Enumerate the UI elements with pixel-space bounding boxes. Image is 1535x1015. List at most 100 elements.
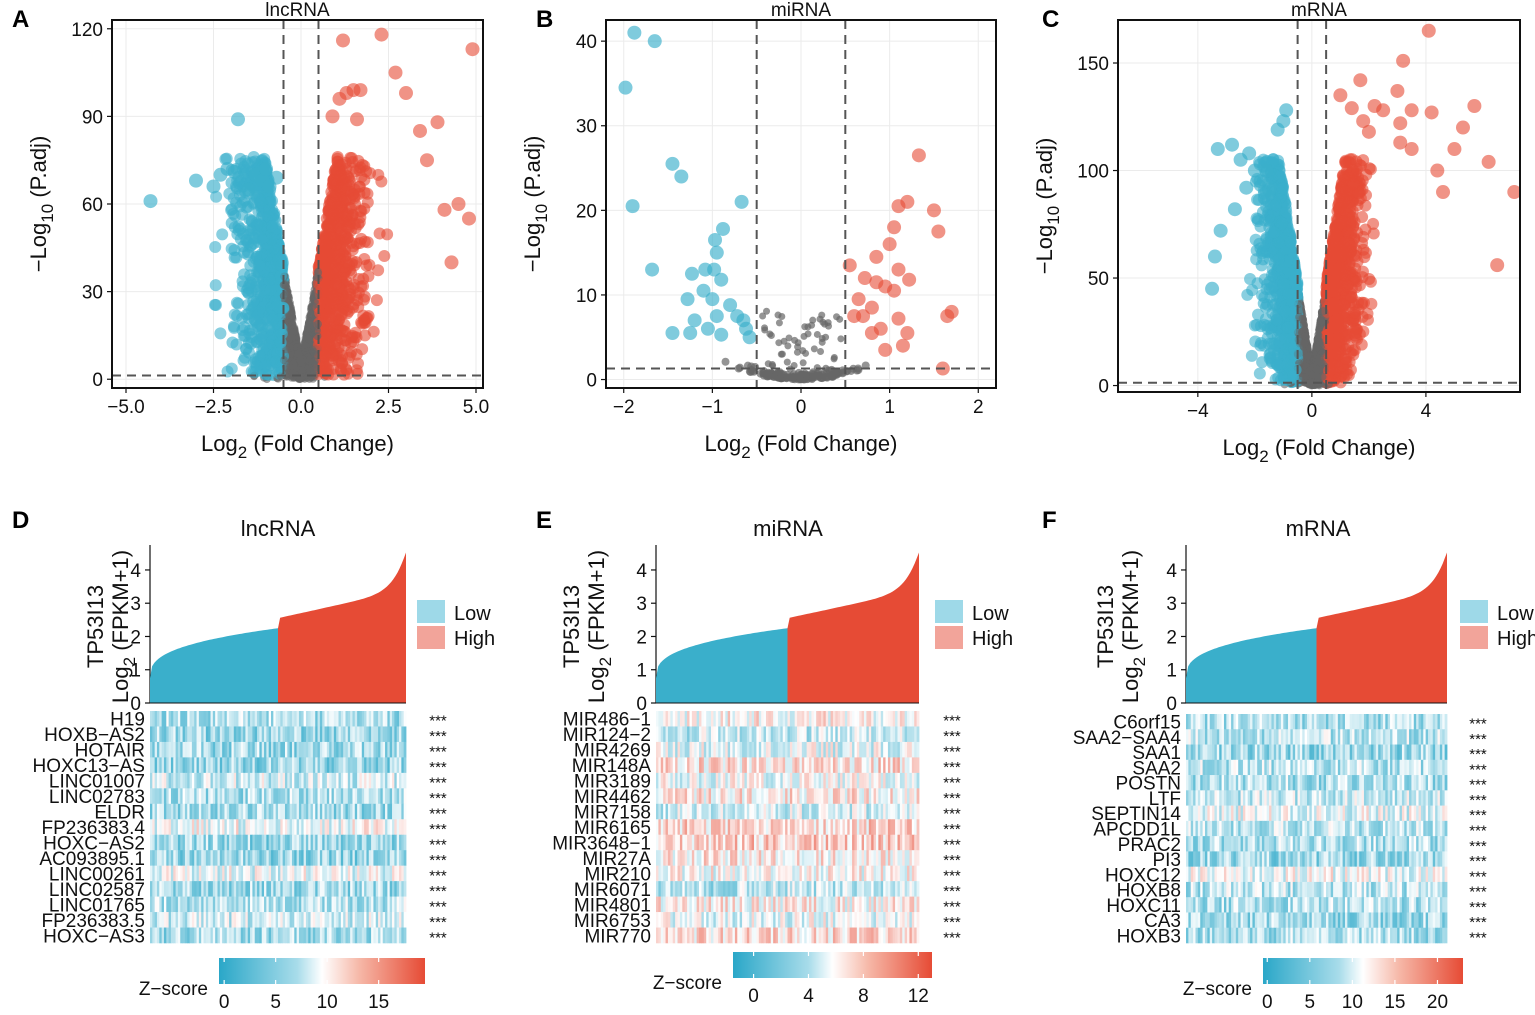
gene-label: PRAC2 — [1118, 835, 1181, 856]
point-high — [1481, 154, 1496, 169]
significance-stars: *** — [429, 929, 447, 946]
point-low — [716, 221, 730, 236]
point-low — [705, 292, 720, 307]
point-low — [1259, 163, 1274, 178]
point-high — [350, 112, 364, 127]
point-high — [1367, 99, 1382, 114]
point-high — [420, 153, 434, 168]
colorbar-tick-label: 0 — [219, 992, 230, 1013]
significance-stars: *** — [1469, 731, 1487, 748]
significance-stars: *** — [429, 821, 447, 838]
significance-stars: *** — [1469, 777, 1487, 794]
bar-tick-label: 1 — [1166, 661, 1177, 682]
point-high — [911, 148, 926, 163]
data-points — [618, 25, 959, 384]
y-tick-label: 30 — [82, 283, 103, 304]
point-low — [1239, 180, 1254, 195]
colorbar-tick-label: 10 — [1342, 992, 1363, 1013]
gene-label: MIR4462 — [574, 787, 651, 808]
point-high — [895, 338, 910, 353]
bar-y-label-unit: Log2 (FPKM+1) — [584, 550, 615, 703]
x-tick-label: 2.5 — [375, 397, 401, 418]
zscore-label: Z−score — [139, 979, 208, 1000]
zscore-colorbar — [1263, 958, 1463, 984]
point-high — [399, 86, 413, 101]
point-high — [1467, 99, 1482, 114]
colorbar-tick-label: 20 — [1427, 992, 1448, 1013]
point-high — [388, 65, 403, 80]
point-high — [900, 194, 915, 209]
gene-label: SAA2 — [1132, 758, 1181, 779]
significance-stars: *** — [429, 806, 447, 823]
significance-stars: *** — [429, 836, 447, 853]
significance-stars: *** — [429, 867, 447, 884]
point-low — [709, 309, 724, 324]
bar-tick-label: 1 — [636, 661, 647, 682]
point-high — [1447, 142, 1462, 157]
significance-stars: *** — [1469, 792, 1487, 809]
point-low — [714, 272, 729, 287]
significance-stars: *** — [943, 713, 961, 730]
point-high — [1344, 101, 1359, 116]
zscore-label: Z−score — [1183, 979, 1252, 1000]
gene-label: AC093895.1 — [39, 849, 145, 870]
y-axis-label: −Log10 (P.adj) — [26, 136, 57, 273]
point-high — [878, 342, 893, 357]
x-tick-label: −4 — [1187, 401, 1209, 422]
x-tick-label: 2 — [973, 397, 984, 418]
panel-letter-e: E — [536, 507, 552, 534]
point-low — [683, 326, 698, 341]
point-high — [1393, 116, 1408, 131]
gene-label: MIR770 — [584, 926, 651, 947]
significance-stars: *** — [943, 775, 961, 792]
bar-y-label-unit: Log2 (FPKM+1) — [108, 550, 139, 703]
bar-y-label-unit: Log2 (FPKM+1) — [1118, 550, 1149, 703]
significance-stars: *** — [1469, 899, 1487, 916]
gene-label: APCDD1L — [1093, 820, 1181, 841]
significance-stars: *** — [1469, 884, 1487, 901]
gene-label: LTF — [1149, 789, 1181, 810]
panel-letter-f: F — [1042, 507, 1057, 534]
bar-area-high — [278, 552, 406, 703]
significance-stars: *** — [429, 898, 447, 915]
point-low — [143, 194, 158, 209]
y-tick-label: 0 — [1098, 377, 1109, 398]
significance-stars: *** — [1469, 853, 1487, 870]
gene-label: HOXC12 — [1105, 865, 1181, 886]
point-high — [437, 202, 452, 217]
gene-label: MIR6071 — [574, 880, 651, 901]
significance-stars: *** — [943, 759, 961, 776]
colorbar-tick-label: 15 — [1384, 992, 1405, 1013]
x-axis-label: Log2 (Fold Change) — [1223, 435, 1416, 466]
point-low — [206, 179, 221, 194]
point-low — [1276, 114, 1291, 129]
point-high — [1436, 185, 1451, 200]
y-tick-label: 60 — [82, 195, 103, 216]
point-high — [1333, 88, 1348, 103]
point-high — [1430, 163, 1445, 178]
point-high — [1396, 53, 1411, 68]
point-high — [940, 309, 955, 324]
significance-stars: *** — [943, 806, 961, 823]
point-high — [374, 27, 389, 42]
panel-letter-a: A — [12, 6, 29, 33]
y-tick-label: 150 — [1077, 54, 1109, 75]
y-tick-label: 0 — [586, 371, 597, 392]
point-low — [674, 169, 689, 184]
y-tick-label: 50 — [1088, 269, 1109, 290]
significance-stars: *** — [429, 744, 447, 761]
plot-title: mRNA — [1291, 0, 1347, 21]
x-tick-label: 5.0 — [463, 397, 489, 418]
point-low — [1227, 202, 1242, 217]
point-low — [259, 161, 273, 176]
point-high — [1393, 135, 1408, 150]
bar-tick-label: 4 — [636, 561, 647, 582]
bar-area-high — [787, 552, 919, 703]
y-tick-label: 120 — [71, 20, 103, 41]
gene-label: MIR148A — [572, 756, 652, 777]
significance-stars: *** — [943, 836, 961, 853]
colorbar-tick-label: 12 — [908, 986, 929, 1007]
bar-area-low — [150, 628, 278, 703]
